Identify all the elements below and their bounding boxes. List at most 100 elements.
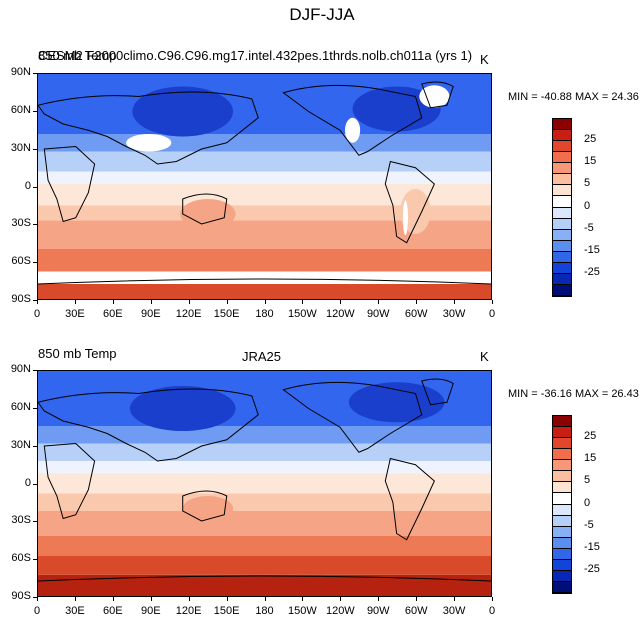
- panel2-colorbar-swatch: [553, 548, 571, 560]
- map2-coastlines: [38, 379, 491, 581]
- panel1-colorbar-swatch: [553, 251, 571, 263]
- panel2-lon-label: 150W: [288, 605, 317, 617]
- panel1-lat-label: 90S: [11, 293, 31, 305]
- panel2-lon-tick: [188, 597, 190, 601]
- panel2-lon-label: 90W: [366, 605, 390, 617]
- panel2-units-label: K: [480, 349, 489, 364]
- panel1-lat-label: 30N: [10, 141, 31, 154]
- panel1-colorbar-swatch: [553, 185, 571, 197]
- panel2-lon-tick: [74, 597, 76, 601]
- panel1-colorbar-swatch: [553, 262, 571, 274]
- panel2-colorbar-label: -25: [584, 562, 600, 575]
- panel2-lon-label: 0: [33, 605, 41, 617]
- panel1-colorbar-label: -25: [584, 265, 600, 278]
- panel1-colorbar-swatch: [553, 174, 571, 186]
- map1-rockies-missing: [345, 117, 361, 143]
- panel2-colorbar-label: 0: [584, 496, 591, 509]
- map2-band-south-20: [38, 493, 491, 511]
- panel1-lon-label: 120W: [325, 308, 355, 320]
- map2-australia-warm: [182, 496, 234, 521]
- panel1-colorbar-label: 5: [584, 177, 591, 190]
- panel1-colorbar: [552, 118, 572, 297]
- panel2-lon-tick: [340, 597, 342, 601]
- panel2-lon-label: 150E: [213, 605, 240, 617]
- panel1-min-max: MIN = -40.88 MAX = 24.36: [508, 91, 639, 103]
- panel2-lat-tick: [33, 370, 37, 371]
- panel1-lon-label: 30W: [442, 308, 466, 320]
- panel2-lat-label: 30S: [11, 514, 31, 527]
- panel1-colorbar-swatch: [553, 207, 571, 219]
- panel1-lat-tick: [33, 224, 37, 226]
- map1-band-north-20: [38, 151, 491, 172]
- panel1-lon-tick: [264, 300, 266, 304]
- map2-band-north-40: [38, 426, 491, 444]
- panel2-lon-label: 30E: [65, 605, 85, 617]
- panel1-lon-label: 150E: [213, 308, 240, 320]
- panel1-lat-tick: [33, 262, 37, 264]
- map1-band-north-35: [38, 134, 491, 152]
- panel1-lon-tick: [416, 300, 418, 304]
- map1-band-south-30: [38, 205, 491, 221]
- panel2-lat-label: 60N: [10, 400, 31, 413]
- panel1-lon-tick: [226, 300, 228, 304]
- panel2-lon-tick: [37, 597, 38, 601]
- panel1-lon-label: 150W: [288, 308, 317, 320]
- panel2-lon-tick: [264, 597, 266, 601]
- panel1-lon-label: 90E: [140, 308, 161, 320]
- panel1-lon-label: 0: [33, 308, 41, 320]
- panel2-colorbar-swatch: [553, 515, 571, 527]
- panel2-lon-tick: [416, 597, 418, 601]
- panel1-lat-label: 30S: [11, 217, 31, 230]
- map2-band-south-5: [38, 473, 491, 494]
- map1-siberia-cold-core: [132, 86, 234, 137]
- panel1-lon-tick: [188, 300, 190, 304]
- map1-band-south-15: [38, 184, 491, 206]
- panel1-colorbar-label: -15: [584, 243, 600, 256]
- panel1-lon-tick: [454, 300, 456, 304]
- panel2-lon-tick: [454, 597, 456, 601]
- panel2-colorbar-swatch: [553, 438, 571, 450]
- panel1-center-label: CESM2 F2000climo.C96.C96.mg17.intel.432p…: [38, 48, 473, 63]
- panel2-colorbar-swatch: [553, 427, 571, 439]
- panel2-lat-tick: [33, 521, 37, 523]
- map2-band-equator: [38, 461, 491, 474]
- panel1-colorbar-swatch: [553, 119, 571, 131]
- panel1-lon-label: 60E: [103, 308, 123, 320]
- panel1-lat-tick: [33, 300, 37, 301]
- panel2-center-label: JRA25: [242, 349, 282, 364]
- panel2-colorbar-swatch: [553, 449, 571, 461]
- panel1-lat-label: 60N: [10, 103, 31, 116]
- panel2-lat-tick: [33, 483, 37, 485]
- panel1-map: [37, 73, 492, 300]
- panel2-min-max: MIN = -36.16 MAX = 26.43: [508, 388, 639, 400]
- panel2-colorbar-swatch: [553, 526, 571, 538]
- panel2-colorbar-swatch: [553, 570, 571, 582]
- panel2-lat-tick: [33, 407, 37, 409]
- map1-band-equator: [38, 171, 491, 184]
- panel2-lon-tick: [150, 597, 152, 601]
- panel2-lon-tick: [302, 597, 304, 601]
- panel2-lat-label: 30N: [10, 438, 31, 451]
- map1-antarctica-missing: [38, 271, 491, 284]
- panel1-colorbar-swatch: [553, 141, 571, 153]
- panel2-lat-tick: [33, 445, 37, 447]
- panel2-colorbar-swatch: [553, 416, 571, 428]
- panel1-lon-label: 180: [255, 308, 274, 320]
- map1-andes-missing: [402, 200, 408, 236]
- panel1-colorbar-swatch: [553, 240, 571, 252]
- panel2-lat-label: 60S: [11, 552, 31, 565]
- panel1-lon-label: 90W: [366, 308, 390, 320]
- panel1-lon-label: 30E: [65, 308, 85, 320]
- map1-south-america-warm: [400, 189, 431, 234]
- panel1-lon-tick: [302, 300, 304, 304]
- panel2-lon-label: 120E: [175, 605, 202, 617]
- panel2-lon-label: 180: [255, 605, 274, 617]
- panel2-colorbar-label: 25: [584, 430, 597, 443]
- panel1-units-label: K: [480, 52, 489, 67]
- map1-band-south-60: [38, 249, 491, 274]
- map1-tibet-missing: [126, 134, 172, 152]
- panel2-lat-label: 90N: [10, 363, 31, 375]
- panel2-colorbar-swatch: [553, 559, 571, 571]
- panel2-lat-tick: [33, 559, 37, 561]
- map2-band-south-55: [38, 536, 491, 556]
